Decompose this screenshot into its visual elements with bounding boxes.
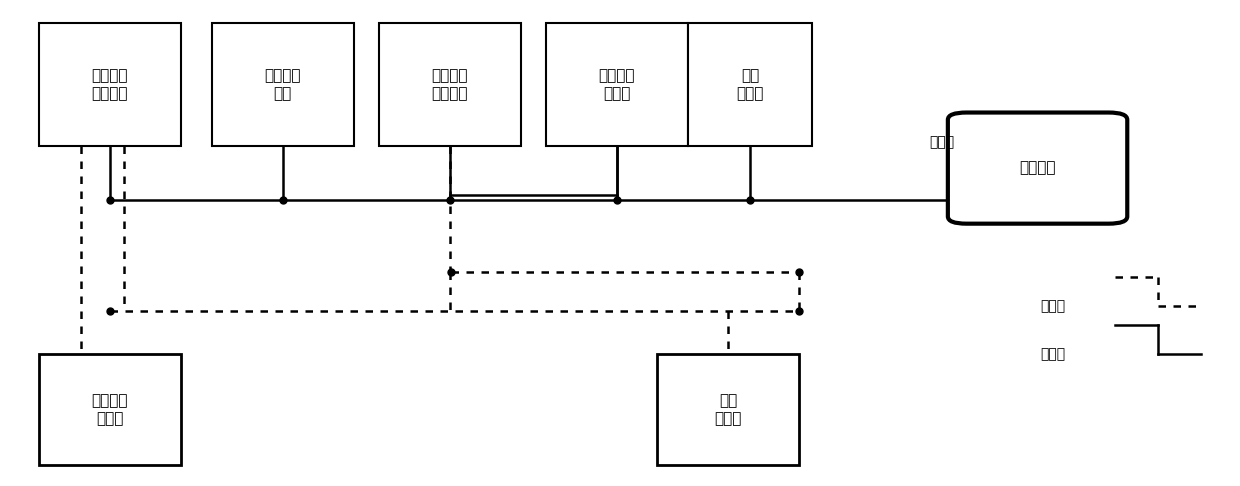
Text: 第一
电负荷: 第一 电负荷 bbox=[737, 69, 764, 101]
Text: 第一热电
联产机组: 第一热电 联产机组 bbox=[92, 69, 128, 101]
Text: 电网：: 电网： bbox=[1040, 347, 1066, 361]
FancyBboxPatch shape bbox=[657, 354, 800, 465]
FancyBboxPatch shape bbox=[947, 113, 1127, 224]
FancyBboxPatch shape bbox=[212, 23, 353, 146]
Text: 第一光伏
电站: 第一光伏 电站 bbox=[264, 69, 301, 101]
Text: 第一电储
能设备: 第一电储 能设备 bbox=[599, 69, 635, 101]
FancyBboxPatch shape bbox=[38, 354, 181, 465]
Text: 第一
热负荷: 第一 热负荷 bbox=[714, 394, 742, 426]
FancyBboxPatch shape bbox=[378, 23, 521, 146]
Text: 热网：: 热网： bbox=[1040, 299, 1066, 313]
FancyBboxPatch shape bbox=[38, 23, 181, 146]
Text: 第二热电
联产机组: 第二热电 联产机组 bbox=[432, 69, 469, 101]
Text: 联络线: 联络线 bbox=[929, 135, 955, 149]
Text: 第一热储
能设备: 第一热储 能设备 bbox=[92, 394, 128, 426]
FancyBboxPatch shape bbox=[546, 23, 688, 146]
Text: 外部电网: 外部电网 bbox=[1019, 160, 1055, 175]
FancyBboxPatch shape bbox=[688, 23, 812, 146]
